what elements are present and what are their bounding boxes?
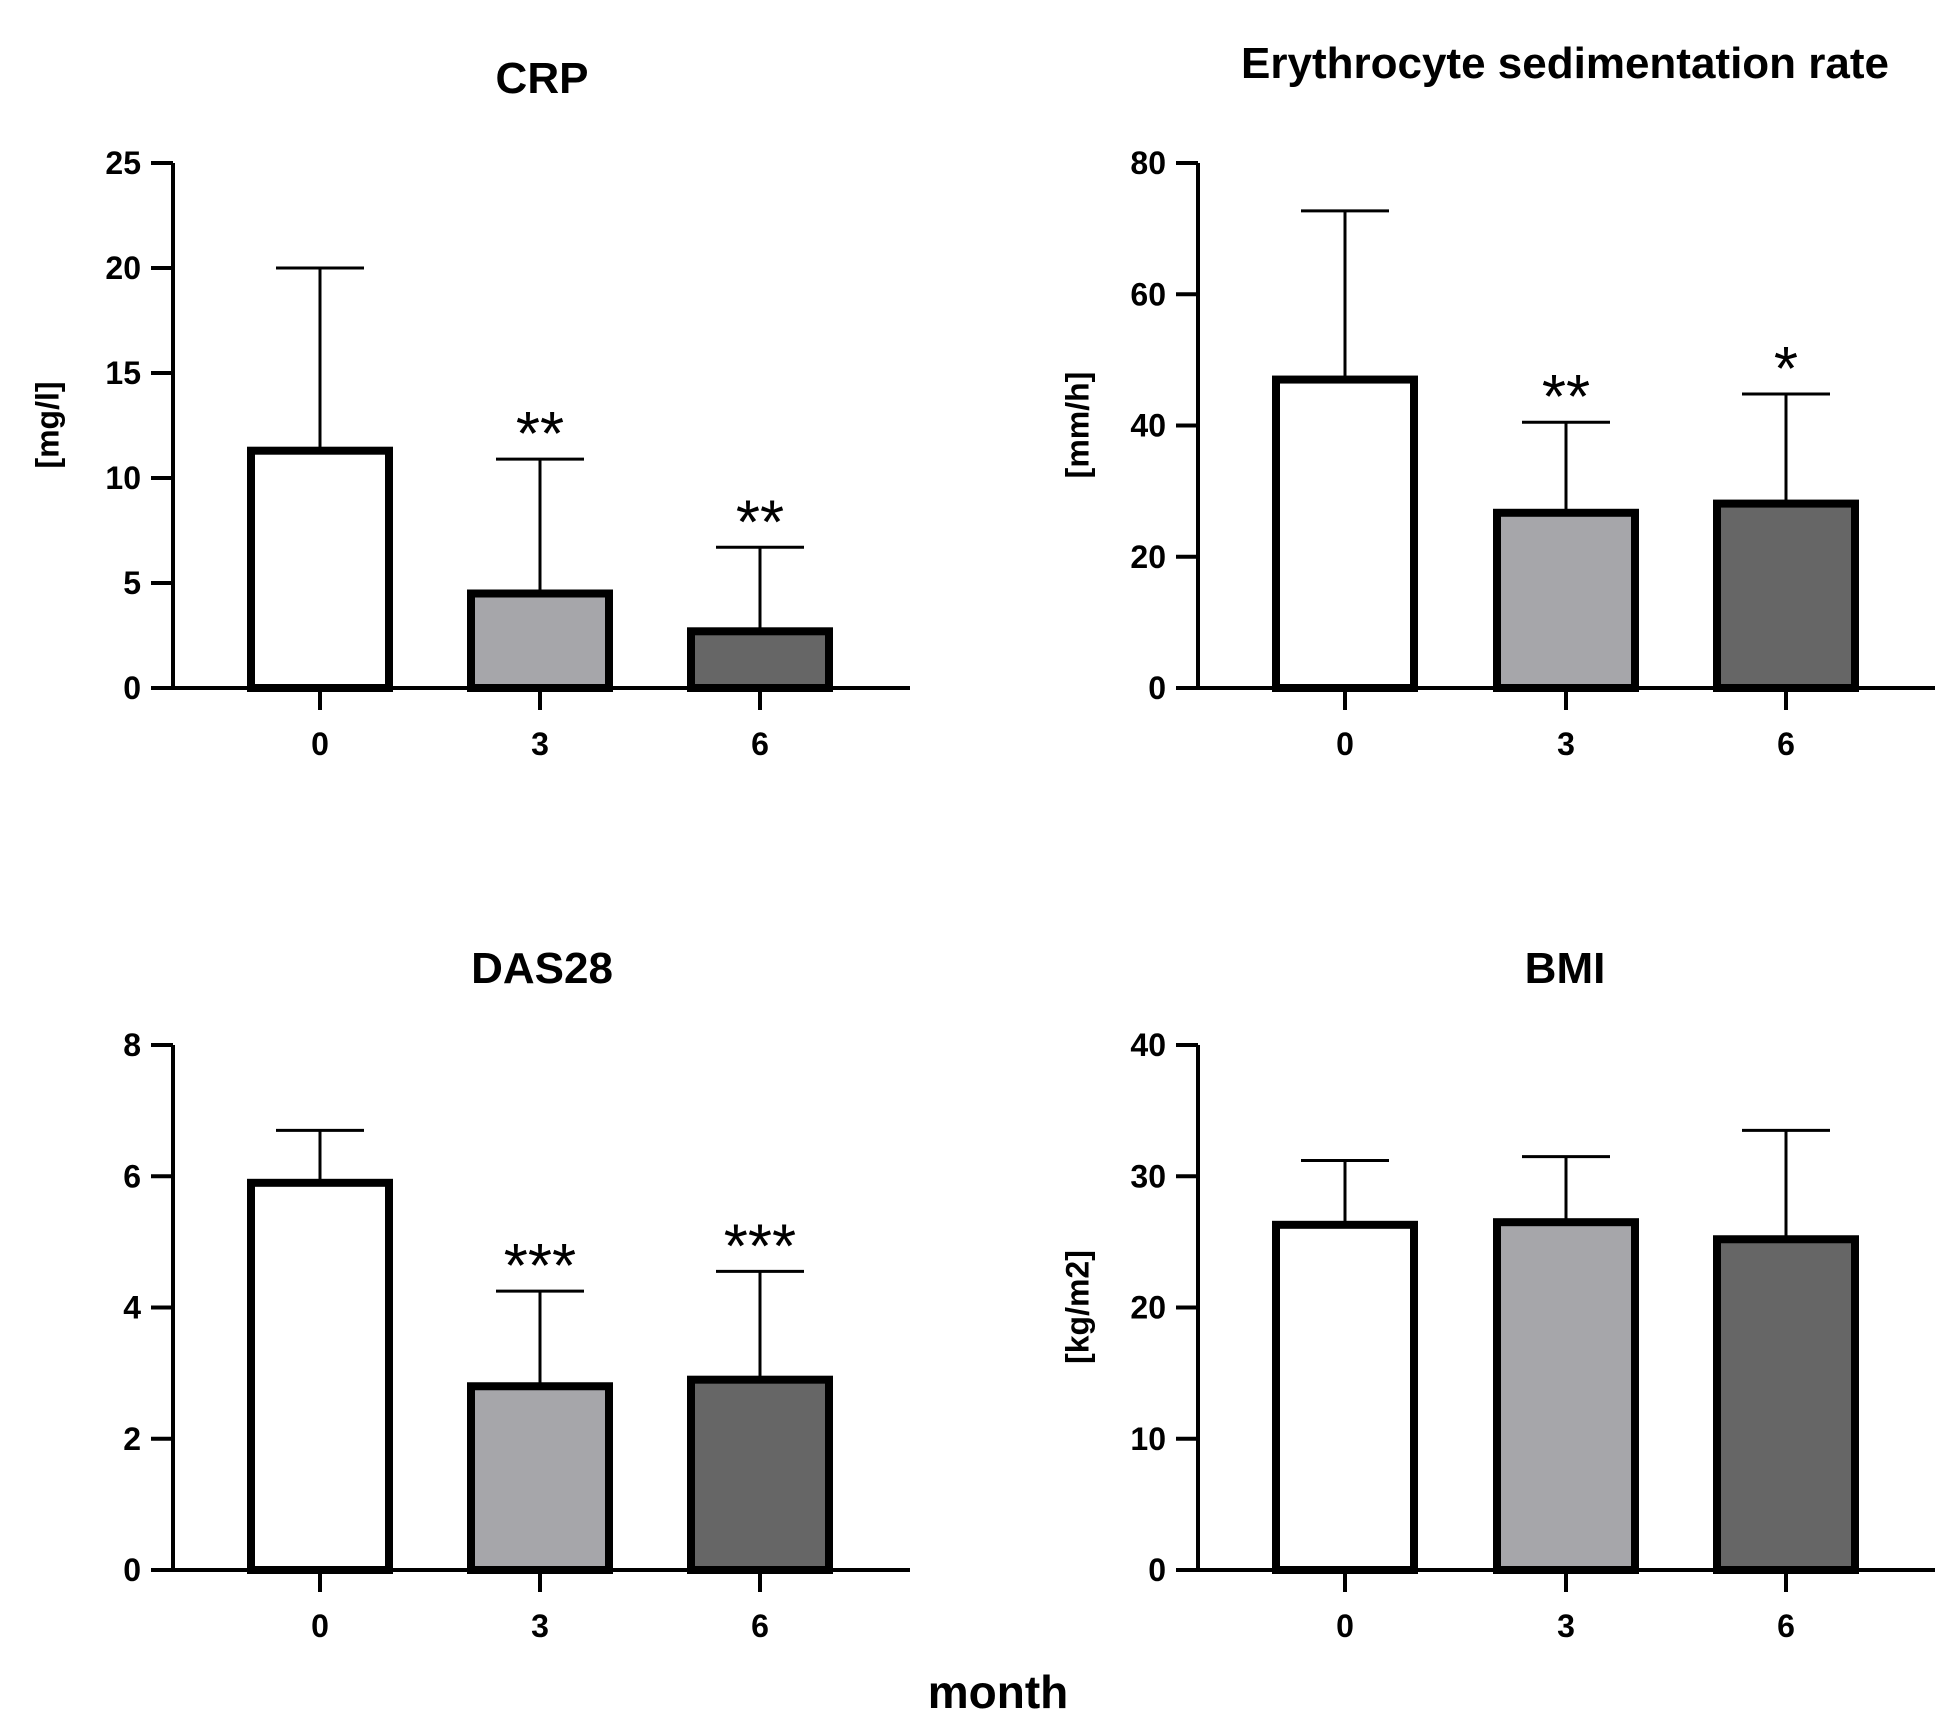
chart-1-significance-2: * bbox=[1774, 335, 1798, 404]
chart-2-ytick-label-2: 4 bbox=[123, 1290, 141, 1326]
chart-2-significance-2: *** bbox=[724, 1212, 796, 1281]
chart-1-bar-2 bbox=[1713, 499, 1859, 692]
chart-3-xtick-label-1: 3 bbox=[1557, 1608, 1575, 1644]
chart-3-ytick-label-4: 40 bbox=[1130, 1027, 1166, 1063]
chart-1-ytick-label-1: 20 bbox=[1130, 539, 1166, 575]
chart-3-bar-0 bbox=[1272, 1220, 1418, 1574]
chart-3-bar-2 bbox=[1713, 1235, 1859, 1574]
chart-0-ytick-label-2: 10 bbox=[105, 460, 141, 496]
chart-0-title: CRP bbox=[496, 54, 589, 103]
chart-2-xtick-label-1: 3 bbox=[531, 1608, 549, 1644]
chart-0-xtick-label-1: 3 bbox=[531, 726, 549, 762]
chart-2-bar-0 bbox=[247, 1178, 393, 1574]
chart-2-significance-1: *** bbox=[504, 1232, 576, 1301]
chart-1-ytick-label-3: 60 bbox=[1130, 276, 1166, 312]
chart-0-ytick-label-3: 15 bbox=[105, 355, 141, 391]
figure-xlabel: month bbox=[928, 1666, 1069, 1718]
chart-3-ytick-label-0: 0 bbox=[1148, 1552, 1166, 1588]
chart-3-ylabel: [kg/m2] bbox=[1059, 1250, 1095, 1364]
chart-2-ytick-label-4: 8 bbox=[123, 1027, 141, 1063]
chart-2-ytick-label-1: 2 bbox=[123, 1421, 141, 1457]
chart-0-ytick-label-1: 5 bbox=[123, 565, 141, 601]
chart-1-title: Erythrocyte sedimentation rate bbox=[1241, 39, 1889, 88]
chart-2-bar-1 bbox=[467, 1382, 613, 1574]
chart-1-significance-1: ** bbox=[1542, 363, 1590, 432]
chart-0-significance-1: ** bbox=[516, 400, 564, 469]
chart-1-ytick-label-2: 40 bbox=[1130, 408, 1166, 444]
chart-1-bar-0 bbox=[1272, 375, 1418, 692]
chart-2-ytick-label-3: 6 bbox=[123, 1158, 141, 1194]
chart-2-bar-2 bbox=[687, 1375, 833, 1574]
chart-2-xtick-label-0: 0 bbox=[311, 1608, 329, 1644]
chart-3-ytick-label-1: 10 bbox=[1130, 1421, 1166, 1457]
chart-3-title: BMI bbox=[1525, 944, 1606, 993]
chart-1-ylabel: [mm/h] bbox=[1059, 372, 1095, 479]
chart-0-ytick-label-4: 20 bbox=[105, 250, 141, 286]
chart-1-xtick-label-2: 6 bbox=[1777, 726, 1795, 762]
chart-0-significance-2: ** bbox=[736, 488, 784, 557]
chart-0-ytick-label-0: 0 bbox=[123, 670, 141, 706]
chart-1-bar-1 bbox=[1493, 508, 1639, 692]
chart-0-bar-1 bbox=[467, 589, 613, 692]
chart-0-bar-0 bbox=[247, 446, 393, 693]
chart-3-bar-1 bbox=[1493, 1218, 1639, 1574]
chart-2-xtick-label-2: 6 bbox=[751, 1608, 769, 1644]
chart-3-ytick-label-3: 30 bbox=[1130, 1158, 1166, 1194]
chart-3-xtick-label-0: 0 bbox=[1336, 1608, 1354, 1644]
chart-0-ylabel: [mg/l] bbox=[29, 381, 65, 468]
chart-1-ytick-label-0: 0 bbox=[1148, 670, 1166, 706]
chart-0-xtick-label-0: 0 bbox=[311, 726, 329, 762]
chart-1-xtick-label-1: 3 bbox=[1557, 726, 1575, 762]
chart-3-ytick-label-2: 20 bbox=[1130, 1290, 1166, 1326]
chart-0-ytick-label-5: 25 bbox=[105, 145, 141, 181]
chart-2-ytick-label-0: 0 bbox=[123, 1552, 141, 1588]
chart-2-title: DAS28 bbox=[471, 944, 613, 993]
chart-3-xtick-label-2: 6 bbox=[1777, 1608, 1795, 1644]
chart-0-bar-2 bbox=[687, 627, 833, 692]
chart-0-xtick-label-2: 6 bbox=[751, 726, 769, 762]
chart-1-ytick-label-4: 80 bbox=[1130, 145, 1166, 181]
chart-1-xtick-label-0: 0 bbox=[1336, 726, 1354, 762]
